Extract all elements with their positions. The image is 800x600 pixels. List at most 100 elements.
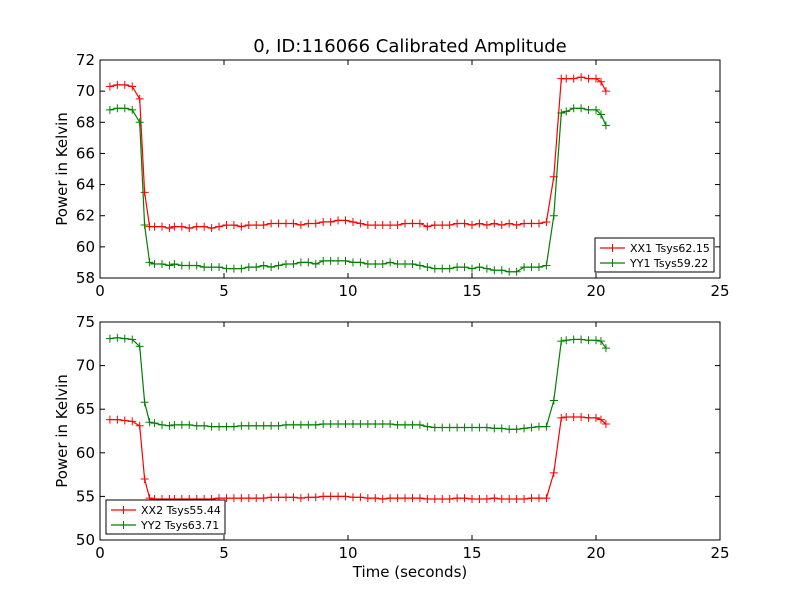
data-point	[386, 420, 395, 429]
data-point	[584, 413, 593, 422]
data-point	[497, 424, 506, 433]
data-point	[408, 420, 417, 429]
y-tick-label: 58	[76, 269, 95, 287]
data-point	[244, 263, 253, 272]
data-point	[520, 424, 529, 433]
data-point	[430, 495, 439, 504]
data-point	[145, 418, 154, 427]
data-point	[319, 217, 328, 226]
x-tick-label: 10	[338, 544, 357, 562]
data-point	[200, 263, 209, 272]
data-point	[237, 264, 246, 273]
data-point	[229, 221, 238, 230]
data-point	[274, 421, 283, 430]
data-point	[549, 468, 558, 477]
data-point	[596, 77, 605, 86]
y-tick-label: 66	[76, 144, 95, 162]
data-point	[267, 263, 276, 272]
data-point	[158, 222, 166, 231]
data-point	[505, 495, 514, 504]
data-point	[371, 221, 380, 230]
data-point	[601, 121, 610, 130]
data-point	[415, 420, 424, 429]
data-point	[135, 421, 144, 430]
data-point	[222, 221, 231, 230]
x-tick-label: 10	[338, 282, 357, 300]
data-point	[145, 258, 154, 267]
data-point	[326, 256, 335, 265]
data-point	[304, 493, 313, 502]
data-point	[475, 263, 484, 272]
data-point	[140, 221, 149, 230]
data-point	[408, 259, 417, 268]
data-point	[177, 420, 186, 429]
data-point	[274, 261, 283, 270]
data-point	[378, 221, 387, 230]
legend-box	[594, 237, 715, 273]
data-point	[393, 494, 402, 503]
data-point	[468, 221, 476, 230]
x-axis-label: Time (seconds)	[352, 563, 468, 581]
data-point	[592, 336, 600, 345]
data-point	[229, 422, 238, 431]
data-point	[512, 495, 521, 504]
y-tick-label: 55	[76, 487, 95, 505]
y-tick-label: 68	[76, 113, 95, 131]
data-point	[438, 264, 447, 273]
data-point	[520, 263, 529, 272]
data-point	[542, 261, 551, 270]
data-point	[596, 110, 605, 119]
data-point	[438, 495, 447, 504]
x-tick-label: 0	[95, 282, 105, 300]
x-tick-label: 5	[219, 282, 229, 300]
y-tick-label: 62	[76, 207, 95, 225]
y-tick-label: 50	[76, 531, 95, 549]
data-point	[430, 423, 439, 432]
data-point	[505, 425, 514, 434]
data-point	[569, 104, 578, 113]
data-point	[259, 221, 268, 230]
data-point	[460, 494, 469, 503]
data-point	[490, 494, 499, 503]
legend: XX1 Tsys62.15 YY1 Tsys59.22	[594, 237, 715, 273]
chart-title: 0, ID:116066 Calibrated Amplitude	[253, 36, 567, 57]
data-point	[289, 259, 298, 268]
plot-frame	[99, 59, 721, 279]
data-point	[438, 221, 447, 230]
data-point	[120, 80, 129, 89]
data-point	[341, 216, 350, 225]
data-point	[460, 263, 469, 272]
data-point	[562, 336, 571, 345]
data-point	[520, 495, 529, 504]
data-point	[304, 258, 313, 267]
data-point	[482, 495, 491, 504]
data-point	[445, 221, 454, 230]
top-axes: 0 5 10 15 20 25 58 60 62 64 66 68 70 72 Power in Kelvi…	[53, 51, 730, 300]
legend-marker	[119, 521, 128, 529]
data-point	[185, 261, 194, 270]
data-point	[296, 221, 305, 230]
data-point	[200, 222, 209, 231]
data-point	[497, 221, 506, 230]
data-point	[401, 420, 410, 429]
data-point	[128, 105, 137, 114]
data-point	[304, 219, 313, 228]
bottom-axes: 0 5 10 15 20 25 50 55 60 65 70 75 Power in Kelvin Tim…	[53, 313, 730, 581]
data-point	[505, 219, 514, 228]
data-point	[393, 259, 402, 268]
data-point	[592, 413, 600, 422]
data-point	[386, 221, 395, 230]
data-point	[319, 420, 328, 429]
data-point	[348, 217, 357, 226]
data-point	[371, 494, 380, 503]
data-point	[259, 261, 268, 270]
data-point	[252, 263, 261, 272]
data-point	[165, 421, 174, 430]
data-point	[393, 420, 402, 429]
data-point	[430, 221, 439, 230]
data-point	[460, 423, 469, 432]
data-point	[185, 420, 194, 429]
x-tick-label: 0	[95, 544, 105, 562]
legend-marker	[608, 259, 617, 267]
data-point	[562, 413, 571, 422]
